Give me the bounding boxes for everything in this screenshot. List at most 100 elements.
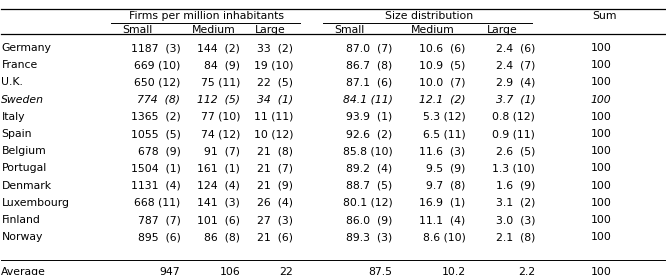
Text: 87.0  (7): 87.0 (7) bbox=[346, 43, 393, 53]
Text: 100: 100 bbox=[591, 78, 611, 87]
Text: 669 (10): 669 (10) bbox=[134, 60, 180, 70]
Text: Luxembourg: Luxembourg bbox=[1, 198, 69, 208]
Text: 5.3 (12): 5.3 (12) bbox=[423, 112, 466, 122]
Text: 144  (2): 144 (2) bbox=[197, 43, 240, 53]
Text: 668 (11): 668 (11) bbox=[135, 198, 180, 208]
Text: 9.5  (9): 9.5 (9) bbox=[426, 163, 466, 174]
Text: 34  (1): 34 (1) bbox=[257, 95, 293, 105]
Text: 11.6  (3): 11.6 (3) bbox=[420, 146, 466, 156]
Text: Large: Large bbox=[487, 25, 517, 35]
Text: 1.3 (10): 1.3 (10) bbox=[492, 163, 535, 174]
Text: 10 (12): 10 (12) bbox=[254, 129, 293, 139]
Text: 124  (4): 124 (4) bbox=[197, 181, 240, 191]
Text: 0.9 (11): 0.9 (11) bbox=[492, 129, 535, 139]
Text: 2.4  (6): 2.4 (6) bbox=[496, 43, 535, 53]
Text: 10.0  (7): 10.0 (7) bbox=[419, 78, 466, 87]
Text: 80.1 (12): 80.1 (12) bbox=[343, 198, 393, 208]
Text: 89.2  (4): 89.2 (4) bbox=[346, 163, 393, 174]
Text: 1.6  (9): 1.6 (9) bbox=[496, 181, 535, 191]
Text: 774  (8): 774 (8) bbox=[137, 95, 180, 105]
Text: 84.1 (11): 84.1 (11) bbox=[343, 95, 393, 105]
Text: 75 (11): 75 (11) bbox=[200, 78, 240, 87]
Text: 100: 100 bbox=[591, 146, 611, 156]
Text: 87.1  (6): 87.1 (6) bbox=[346, 78, 393, 87]
Text: 678  (9): 678 (9) bbox=[138, 146, 180, 156]
Text: 86.0  (9): 86.0 (9) bbox=[346, 215, 393, 225]
Text: 21  (8): 21 (8) bbox=[257, 146, 293, 156]
Text: 1504  (1): 1504 (1) bbox=[131, 163, 180, 174]
Text: 100: 100 bbox=[591, 215, 611, 225]
Text: 92.6  (2): 92.6 (2) bbox=[346, 129, 393, 139]
Text: 1365  (2): 1365 (2) bbox=[131, 112, 180, 122]
Text: Finland: Finland bbox=[1, 215, 40, 225]
Text: 10.2: 10.2 bbox=[442, 266, 466, 275]
Text: 21  (9): 21 (9) bbox=[257, 181, 293, 191]
Text: 16.9  (1): 16.9 (1) bbox=[420, 198, 466, 208]
Text: 12.1  (2): 12.1 (2) bbox=[419, 95, 466, 105]
Text: 100: 100 bbox=[591, 95, 611, 105]
Text: 2.2: 2.2 bbox=[518, 266, 535, 275]
Text: 100: 100 bbox=[591, 266, 611, 275]
Text: 86  (8): 86 (8) bbox=[204, 232, 240, 242]
Text: 787  (7): 787 (7) bbox=[138, 215, 180, 225]
Text: 100: 100 bbox=[591, 163, 611, 174]
Text: 77 (10): 77 (10) bbox=[200, 112, 240, 122]
Text: 9.7  (8): 9.7 (8) bbox=[426, 181, 466, 191]
Text: 19 (10): 19 (10) bbox=[254, 60, 293, 70]
Text: 26  (4): 26 (4) bbox=[257, 198, 293, 208]
Text: Portugal: Portugal bbox=[1, 163, 47, 174]
Text: 11 (11): 11 (11) bbox=[254, 112, 293, 122]
Text: 101  (6): 101 (6) bbox=[197, 215, 240, 225]
Text: 11.1  (4): 11.1 (4) bbox=[420, 215, 466, 225]
Text: Medium: Medium bbox=[192, 25, 236, 35]
Text: 2.1  (8): 2.1 (8) bbox=[496, 232, 535, 242]
Text: France: France bbox=[1, 60, 38, 70]
Text: 84  (9): 84 (9) bbox=[204, 60, 240, 70]
Text: 3.1  (2): 3.1 (2) bbox=[496, 198, 535, 208]
Text: 22  (5): 22 (5) bbox=[257, 78, 293, 87]
Text: 895  (6): 895 (6) bbox=[138, 232, 180, 242]
Text: 106: 106 bbox=[219, 266, 240, 275]
Text: 100: 100 bbox=[591, 43, 611, 53]
Text: 3.7  (1): 3.7 (1) bbox=[496, 95, 535, 105]
Text: 85.8 (10): 85.8 (10) bbox=[343, 146, 393, 156]
Text: Italy: Italy bbox=[1, 112, 25, 122]
Text: 27  (3): 27 (3) bbox=[257, 215, 293, 225]
Text: 8.6 (10): 8.6 (10) bbox=[423, 232, 466, 242]
Text: 86.7  (8): 86.7 (8) bbox=[346, 60, 393, 70]
Text: Average: Average bbox=[1, 266, 46, 275]
Text: 100: 100 bbox=[591, 232, 611, 242]
Text: 6.5 (11): 6.5 (11) bbox=[423, 129, 466, 139]
Text: 2.4  (7): 2.4 (7) bbox=[496, 60, 535, 70]
Text: 112  (5): 112 (5) bbox=[197, 95, 240, 105]
Text: Firms per million inhabitants: Firms per million inhabitants bbox=[129, 11, 284, 21]
Text: 650 (12): 650 (12) bbox=[134, 78, 180, 87]
Text: 100: 100 bbox=[591, 60, 611, 70]
Text: Norway: Norway bbox=[1, 232, 43, 242]
Text: 91  (7): 91 (7) bbox=[204, 146, 240, 156]
Text: 21  (6): 21 (6) bbox=[257, 232, 293, 242]
Text: 100: 100 bbox=[591, 181, 611, 191]
Text: Small: Small bbox=[123, 25, 153, 35]
Text: Size distribution: Size distribution bbox=[385, 11, 474, 21]
Text: 89.3  (3): 89.3 (3) bbox=[346, 232, 393, 242]
Text: 1131  (4): 1131 (4) bbox=[131, 181, 180, 191]
Text: Large: Large bbox=[254, 25, 285, 35]
Text: 161  (1): 161 (1) bbox=[197, 163, 240, 174]
Text: 2.6  (5): 2.6 (5) bbox=[496, 146, 535, 156]
Text: 100: 100 bbox=[591, 198, 611, 208]
Text: Germany: Germany bbox=[1, 43, 51, 53]
Text: 1187  (3): 1187 (3) bbox=[131, 43, 180, 53]
Text: 10.6  (6): 10.6 (6) bbox=[420, 43, 466, 53]
Text: 87.5: 87.5 bbox=[369, 266, 393, 275]
Text: 100: 100 bbox=[591, 112, 611, 122]
Text: 88.7  (5): 88.7 (5) bbox=[346, 181, 393, 191]
Text: Medium: Medium bbox=[411, 25, 454, 35]
Text: 141  (3): 141 (3) bbox=[197, 198, 240, 208]
Text: 3.0  (3): 3.0 (3) bbox=[496, 215, 535, 225]
Text: 22: 22 bbox=[280, 266, 293, 275]
Text: Sum: Sum bbox=[593, 11, 617, 21]
Text: Belgium: Belgium bbox=[1, 146, 46, 156]
Text: Sweden: Sweden bbox=[1, 95, 45, 105]
Text: U.K.: U.K. bbox=[1, 78, 23, 87]
